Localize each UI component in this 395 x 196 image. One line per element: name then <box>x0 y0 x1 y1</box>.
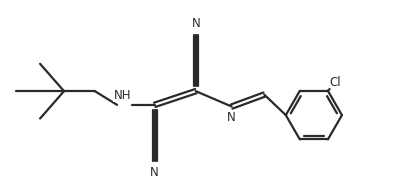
Text: NH: NH <box>113 89 131 102</box>
Text: Cl: Cl <box>329 76 341 89</box>
Text: N: N <box>192 16 200 30</box>
Text: N: N <box>150 166 159 180</box>
Text: N: N <box>228 111 236 124</box>
